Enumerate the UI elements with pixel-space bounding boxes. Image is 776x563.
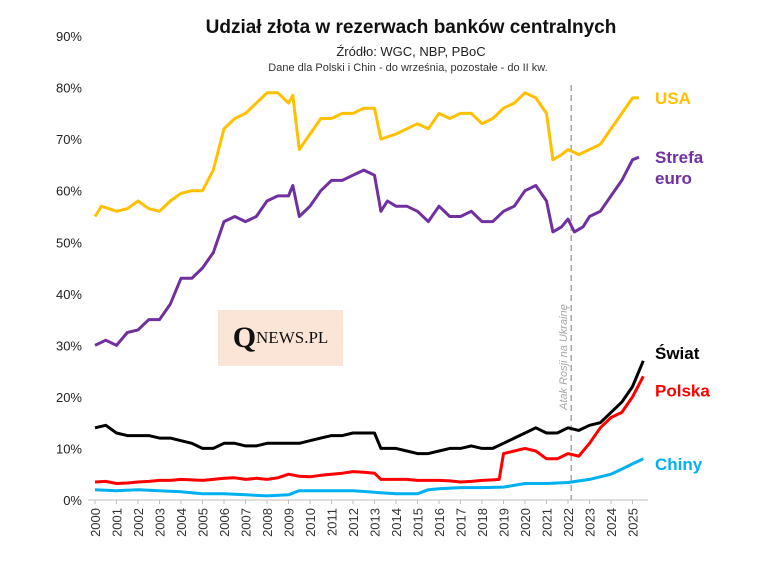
series-label-strefa-euro: Strefa: [655, 148, 704, 167]
x-tick-label: 2025: [626, 508, 641, 537]
series-label-chiny: Chiny: [655, 455, 703, 474]
x-tick-label: 2019: [497, 508, 512, 537]
y-tick-label: 70%: [56, 132, 82, 147]
series-label-polska: Polska: [655, 381, 710, 400]
x-tick-label: 2017: [454, 508, 469, 537]
x-tick-label: 2020: [518, 508, 533, 537]
x-tick-label: 2011: [325, 508, 340, 536]
chart-title: Udział złota w rezerwach banków centraln…: [205, 17, 617, 38]
x-tick-label: 2009: [282, 508, 297, 537]
annotation-label: Atak Rosji na Ukrainę: [558, 304, 570, 411]
chart-subtitle: Źródło: WGC, NBP, PBoC: [336, 44, 486, 59]
y-tick-label: 10%: [56, 441, 82, 456]
x-tick-label: 2000: [88, 508, 103, 537]
qnews-logo: Q NEWS.PL: [218, 310, 343, 366]
series-label-usa: USA: [655, 89, 691, 108]
x-tick-label: 2012: [346, 508, 361, 537]
chart-note: Dane dla Polski i Chin - do września, po…: [268, 62, 548, 74]
x-tick-label: 2010: [303, 508, 318, 537]
x-tick-label: 2004: [174, 508, 189, 537]
x-tick-label: 2005: [196, 508, 211, 537]
logo-suffix: .PL: [304, 328, 329, 347]
y-tick-label: 40%: [56, 287, 82, 302]
y-tick-label: 0%: [63, 493, 82, 508]
x-tick-label: 2014: [389, 508, 404, 537]
y-tick-label: 80%: [56, 81, 82, 96]
logo-q: Q: [232, 321, 257, 354]
series-line-polska: [94, 375, 645, 485]
y-tick-label: 90%: [56, 29, 82, 44]
x-tick-label: 2024: [604, 508, 619, 537]
series-line--wiat: [94, 360, 645, 456]
series-line-chiny: [94, 457, 644, 498]
x-tick-label: 2006: [217, 508, 232, 537]
x-tick-label: 2002: [131, 508, 146, 537]
x-tick-label: 2001: [110, 508, 125, 537]
x-tick-label: 2008: [260, 508, 275, 537]
series-label-strefa-euro: euro: [655, 169, 692, 188]
series-line-strefa-euro: [94, 155, 640, 347]
x-tick-label: 2022: [561, 508, 576, 537]
x-tick-label: 2013: [368, 508, 383, 537]
x-tick-label: 2021: [540, 508, 555, 537]
y-tick-label: 20%: [56, 390, 82, 405]
x-tick-label: 2015: [411, 508, 426, 537]
x-tick-label: 2023: [583, 508, 598, 537]
logo-news: NEWS: [256, 328, 305, 347]
y-tick-label: 50%: [56, 235, 82, 250]
x-tick-label: 2003: [153, 508, 168, 537]
y-tick-label: 60%: [56, 184, 82, 199]
series-line-usa: [93, 91, 639, 218]
series-label--wiat: Świat: [655, 344, 700, 363]
x-tick-label: 2018: [475, 508, 490, 537]
x-tick-label: 2007: [239, 508, 254, 537]
x-tick-label: 2016: [432, 508, 447, 537]
y-tick-label: 30%: [56, 338, 82, 353]
